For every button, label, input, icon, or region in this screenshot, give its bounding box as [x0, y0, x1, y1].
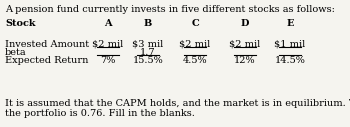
Text: $3 mil: $3 mil [132, 40, 164, 49]
Text: beta: beta [5, 48, 27, 57]
Text: $2 mil: $2 mil [179, 40, 211, 49]
Text: Stock: Stock [5, 19, 35, 28]
Text: It is assumed that the CAPM holds, and the market is in equilibrium. The beta of: It is assumed that the CAPM holds, and t… [5, 99, 350, 108]
Text: 4.5%: 4.5% [183, 56, 207, 65]
Text: A: A [104, 19, 112, 28]
Text: E: E [286, 19, 294, 28]
Text: C: C [191, 19, 199, 28]
Text: $2 mil: $2 mil [92, 40, 124, 49]
Text: $2 mil: $2 mil [229, 40, 261, 49]
Text: the portfolio is 0.76. Fill in the blanks.: the portfolio is 0.76. Fill in the blank… [5, 109, 195, 118]
Text: 15.5%: 15.5% [133, 56, 163, 65]
Text: $1 mil: $1 mil [274, 40, 306, 49]
Text: 7%: 7% [100, 56, 116, 65]
Text: 14.5%: 14.5% [274, 56, 306, 65]
Text: D: D [241, 19, 249, 28]
Text: B: B [144, 19, 152, 28]
Text: 12%: 12% [234, 56, 256, 65]
Text: Invested Amount: Invested Amount [5, 40, 89, 49]
Text: Expected Return: Expected Return [5, 56, 88, 65]
Text: A pension fund currently invests in five different stocks as follows:: A pension fund currently invests in five… [5, 5, 335, 14]
Text: 1.7: 1.7 [140, 48, 156, 57]
